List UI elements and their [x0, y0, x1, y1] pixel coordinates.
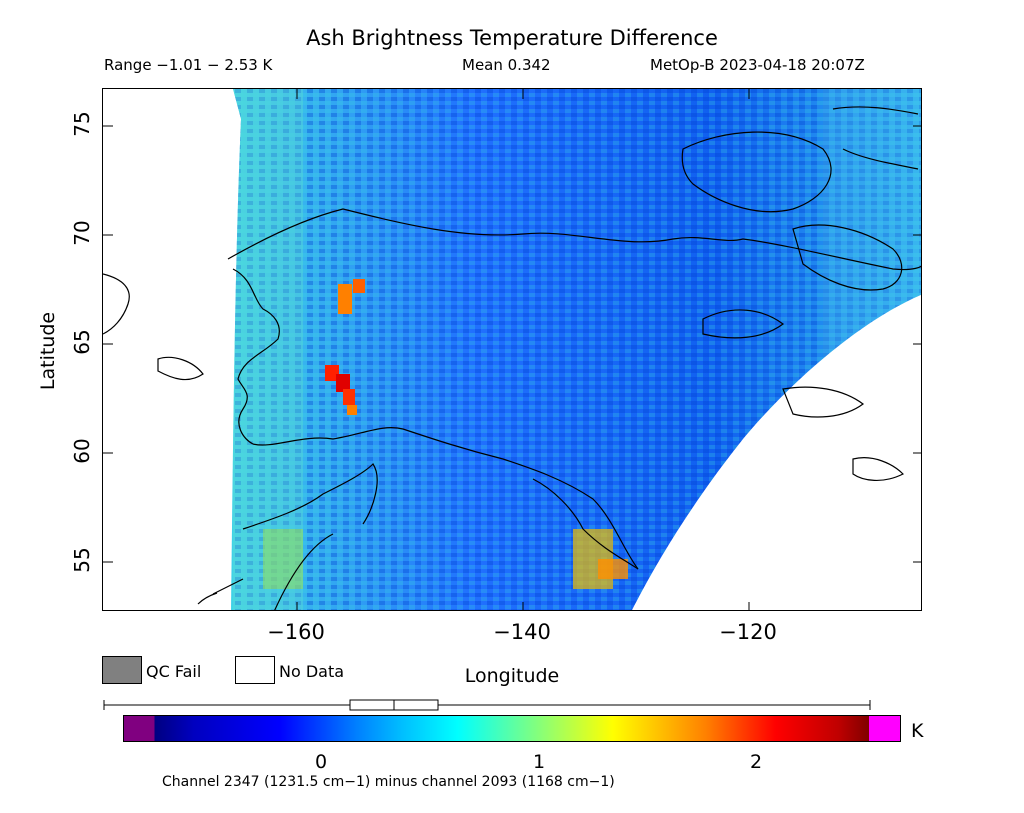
colorbar-unit: K	[911, 720, 924, 742]
colorbar-tick-2: 2	[749, 751, 763, 773]
xtick-minus-120: −120	[719, 620, 777, 644]
mean-text: Mean 0.342	[462, 56, 551, 74]
range-boxplot	[103, 699, 871, 711]
ytick-55: 55	[70, 547, 94, 573]
colorbar-tick-1: 1	[532, 751, 546, 773]
satellite-timestamp: MetOp-B 2023-04-18 20:07Z	[650, 56, 865, 74]
xtick-minus-140: −140	[493, 620, 551, 644]
qc-fail-swatch	[102, 656, 142, 684]
x-axis-label: Longitude	[464, 665, 560, 687]
no-data-label: No Data	[279, 662, 345, 681]
ytick-65: 65	[70, 329, 94, 355]
colorbar	[123, 715, 901, 742]
swath-texture	[231, 89, 921, 610]
coastlines	[103, 106, 921, 610]
range-text: Range −1.01 − 2.53 K	[104, 56, 273, 74]
qc-fail-label: QC Fail	[146, 662, 202, 681]
y-axis-label: Latitude	[37, 311, 59, 391]
map-canvas	[103, 89, 921, 610]
map-panel	[102, 88, 922, 611]
ytick-70: 70	[70, 220, 94, 246]
map-title: Ash Brightness Temperature Difference	[306, 26, 718, 50]
colorbar-tick-0: 0	[314, 751, 328, 773]
xtick-minus-160: −160	[267, 620, 325, 644]
no-data-swatch	[235, 656, 275, 684]
channel-footnote: Channel 2347 (1231.5 cm−1) minus channel…	[162, 774, 615, 790]
map-ticks	[103, 89, 921, 610]
ytick-75: 75	[70, 111, 94, 137]
ytick-60: 60	[70, 438, 94, 464]
